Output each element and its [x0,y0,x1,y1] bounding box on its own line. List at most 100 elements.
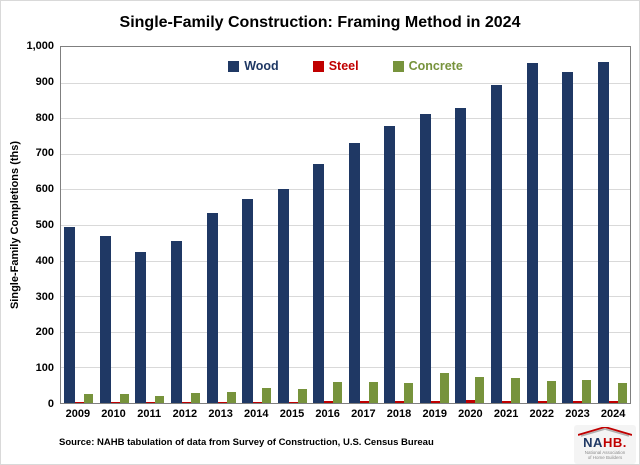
bar-steel-2013 [217,401,227,403]
bar-steel-2012 [181,401,191,403]
legend-item-concrete: Concrete [392,59,463,73]
nahb-logo-subtext-line1: National Association [584,449,626,455]
bar-wood-2009 [64,226,76,403]
bar-wood-2023 [562,72,574,403]
bar-group-2022 [523,47,559,403]
bar-wood-2022 [526,63,538,403]
y-tick-label: 400 [35,254,54,267]
bar-group-2012 [168,47,204,403]
bar-wood-2018 [384,126,396,403]
bar-group-2010 [97,47,133,403]
legend-label-steel: Steel [328,59,359,73]
bar-steel-2017 [359,401,369,403]
x-tick-label-2010: 2010 [101,408,126,420]
bar-concrete-2009 [84,394,94,403]
bar-wood-2015 [277,188,289,403]
gridline [61,260,630,262]
bar-concrete-2017 [368,381,378,403]
bar-concrete-2022 [546,380,556,403]
source-note: Source: NAHB tabulation of data from Sur… [59,437,434,448]
nahb-logo-hb: HB. [602,435,627,450]
bar-steel-2021 [502,400,512,403]
bar-steel-2014 [253,401,263,403]
gridline [61,153,630,155]
bar-wood-2010 [99,235,111,403]
bar-concrete-2011 [155,395,165,403]
bar-steel-2015 [288,401,298,403]
bar-wood-2020 [455,107,467,403]
bar-steel-2020 [466,400,476,403]
bar-group-2011 [132,47,168,403]
bar-wood-2016 [313,163,325,403]
legend-swatch-concrete [392,60,404,72]
nahb-logo-na: NA [583,435,603,450]
bar-group-2020 [452,47,488,403]
legend-label-concrete: Concrete [408,59,463,73]
x-tick-label-2019: 2019 [422,408,447,420]
y-tick-label: 1,000 [26,40,54,52]
x-tick-label-2016: 2016 [315,408,340,420]
plot-area: Wood Steel Concrete [60,46,631,404]
bar-concrete-2014 [262,387,272,403]
bar-wood-2012 [170,241,182,403]
legend-item-steel: Steel [312,59,359,73]
bar-steel-2016 [324,401,334,403]
bar-wood-2024 [597,61,609,403]
bar-concrete-2013 [226,391,236,403]
gridline [61,118,630,120]
y-tick-label: 100 [35,362,54,375]
bar-steel-2011 [146,401,156,403]
bar-group-2013 [203,47,239,403]
x-tick-label-2011: 2011 [137,408,162,420]
y-tick-label: 500 [35,219,54,231]
y-tick-label: 900 [35,75,54,88]
bars-container [61,47,630,403]
gridline [61,82,630,84]
y-tick-label: 800 [35,111,54,124]
bar-group-2014 [239,47,275,403]
gridline [61,367,630,369]
bar-concrete-2023 [582,380,592,403]
gridline [61,225,630,226]
bar-steel-2023 [573,401,583,403]
legend-swatch-wood [228,60,240,72]
bar-steel-2018 [395,401,405,403]
x-tick-label-2015: 2015 [279,408,305,420]
bar-wood-2017 [348,143,360,403]
y-tick-label: 200 [35,326,54,339]
bar-concrete-2018 [404,382,414,403]
bar-wood-2013 [206,212,218,403]
bar-steel-2022 [537,401,547,403]
x-tick-label-2014: 2014 [244,408,269,420]
x-tick-label-2023: 2023 [565,408,590,420]
bar-group-2023 [559,47,595,403]
legend-label-wood: Wood [244,59,279,73]
bar-group-2009 [61,47,97,403]
nahb-logo-subtext-line2: of Home Builders [587,454,623,460]
y-tick-label: 300 [35,290,54,303]
gridline [61,296,630,298]
x-tick-label-2020: 2020 [458,408,483,420]
nahb-logo-subtext: National Association of Home Builders [574,450,636,460]
x-tick-label-2018: 2018 [386,408,412,420]
nahb-logo-wordmark: NAHB. [574,435,636,450]
gridline [61,189,630,191]
legend-swatch-steel [312,60,324,72]
bar-concrete-2015 [297,388,307,403]
nahb-roof-icon [578,427,632,437]
gridline [61,331,630,333]
x-tick-label-2009: 2009 [65,408,91,420]
bar-group-2018 [381,47,417,403]
chart-title: Single-Family Construction: Framing Meth… [119,14,521,31]
bar-concrete-2012 [190,393,200,403]
bar-concrete-2024 [617,383,627,403]
legend-item-wood: Wood [228,59,279,73]
bar-concrete-2020 [475,377,485,403]
x-tick-label-2024: 2024 [600,408,626,420]
bar-steel-2024 [608,400,618,403]
y-tick-label: 700 [35,147,54,160]
x-axis-labels: 2009 2010 2011 2012 2013 2014 2015 2016 2017 2018… [60,408,631,420]
bar-concrete-2019 [439,372,449,403]
bar-steel-2009 [75,401,85,403]
